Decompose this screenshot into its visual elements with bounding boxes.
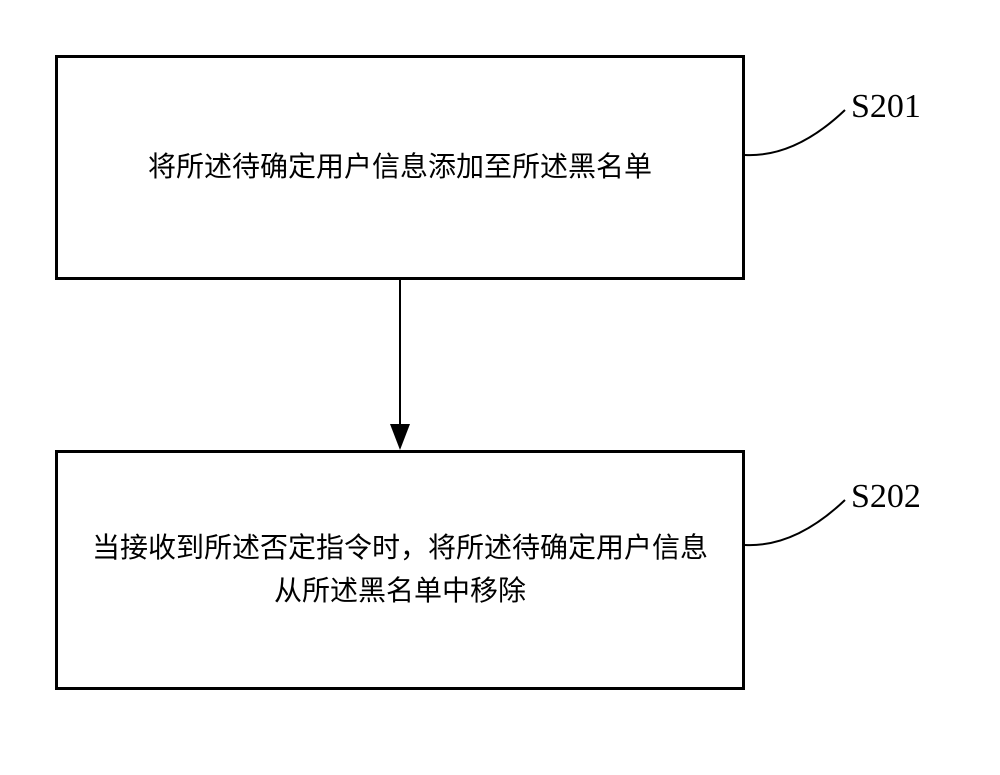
- step-label: S202: [851, 478, 921, 516]
- step-label-text: S202: [851, 478, 921, 515]
- diagram-canvas: 将所述待确定用户信息添加至所述黑名单 S201 当接收到所述否定指令时，将所述待…: [0, 0, 1000, 775]
- leader-line: [0, 0, 1000, 775]
- leader-path: [745, 500, 845, 545]
